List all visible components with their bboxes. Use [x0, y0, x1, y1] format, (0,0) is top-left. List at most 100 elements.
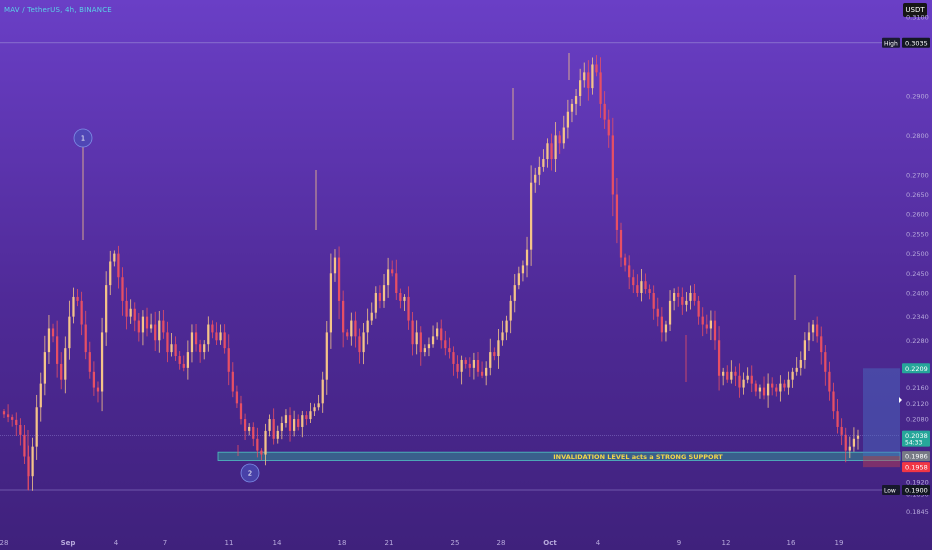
candle-body [844, 434, 847, 451]
candle-body [811, 324, 815, 333]
candle-body [194, 332, 198, 345]
invalidation-label: INVALIDATION LEVEL acts a STRONG SUPPORT [553, 453, 723, 461]
candle-body [88, 352, 91, 372]
candle-body [47, 328, 51, 353]
candle-body [717, 340, 721, 376]
currency-button[interactable]: USDT [903, 3, 927, 17]
candle-body [852, 438, 856, 447]
candle-body [611, 135, 614, 195]
candle-body [284, 415, 288, 424]
candle-body [415, 332, 418, 345]
candle-body [427, 344, 431, 349]
candle-body [436, 328, 439, 337]
candle-body [529, 182, 533, 250]
candle-body [591, 64, 594, 89]
candle-body [313, 407, 316, 412]
candle-body [448, 348, 451, 353]
price-tag-value: 0.1986 [905, 453, 928, 461]
candle-body [386, 269, 390, 286]
candle-body [297, 419, 300, 427]
y-tick-label: 0.2450 [906, 270, 929, 278]
x-tick-label: 4 [596, 539, 601, 547]
candle-body [215, 332, 218, 341]
wave-marker-1[interactable] [73, 128, 93, 148]
stop-zone[interactable] [863, 456, 900, 468]
candle-body [648, 289, 651, 293]
y-tick-label: 0.2500 [906, 250, 929, 258]
candle-body [109, 261, 112, 286]
candle-body [562, 127, 565, 144]
candle-body [256, 438, 259, 451]
candle-body [15, 419, 18, 425]
candle-body [558, 135, 561, 144]
candle-body [787, 379, 790, 388]
price-tag-countdown: 54:33 [905, 440, 922, 447]
candle-body [239, 403, 243, 420]
candle-body [68, 316, 71, 349]
candle-body [685, 300, 688, 305]
x-tick-label: 9 [677, 539, 681, 547]
x-tick-label: 19 [835, 539, 844, 547]
candle-body [268, 419, 271, 431]
x-tick-label: 11 [225, 539, 234, 547]
candle-body [460, 359, 463, 372]
candle-body [207, 324, 210, 345]
candle-body [709, 320, 713, 329]
candle-body [391, 269, 394, 274]
candle-body [632, 277, 635, 286]
candle-body [31, 446, 34, 477]
candle-body [317, 403, 320, 408]
candle-body [35, 407, 38, 447]
candle-body [342, 300, 345, 333]
candle-body [133, 308, 136, 321]
candle-body [39, 383, 42, 408]
candle-body [252, 426, 255, 439]
y-tick-label: 0.2400 [906, 290, 929, 298]
candle-body [19, 424, 22, 435]
price-tag-caption-bg [882, 485, 900, 495]
candle-body [652, 293, 655, 309]
candle-body [762, 387, 766, 396]
y-tick-label: 0.2900 [906, 93, 929, 101]
price-tag-caption-bg [882, 37, 900, 48]
candle-body [11, 417, 14, 420]
candle-body [72, 296, 75, 317]
candle-body [766, 383, 770, 396]
candle-body [403, 296, 406, 301]
candle-body [305, 415, 308, 420]
candle-body [554, 135, 557, 160]
candle-body [276, 430, 279, 439]
candle-body [149, 324, 153, 329]
candle-body [783, 383, 786, 388]
candle-body [117, 253, 120, 278]
candle-body [452, 352, 455, 364]
candle-body [158, 320, 161, 341]
candle-body [489, 352, 492, 368]
candle-body [628, 265, 631, 278]
candle-body [521, 265, 525, 274]
candle-body [603, 103, 606, 120]
candle-body [243, 419, 247, 431]
target-zone[interactable] [863, 368, 900, 457]
candle-body [468, 363, 471, 368]
wave-marker-2[interactable] [240, 463, 260, 483]
candle-body [738, 375, 741, 388]
price-tag-value: 0.1958 [905, 464, 928, 472]
candle-body [673, 293, 676, 301]
candle-body [105, 285, 108, 333]
candle-body [803, 340, 807, 360]
candle-body [832, 391, 835, 412]
x-tick-label: Oct [543, 539, 557, 547]
y-tick-label: 0.2800 [906, 132, 929, 140]
candle-body [726, 371, 729, 380]
candle-body [423, 348, 426, 353]
symbol-title: MAV / TetherUS, 4h, BINANCE [4, 6, 112, 14]
invalidation-zone[interactable] [217, 451, 901, 461]
candle-body [113, 253, 116, 262]
candle-body [623, 257, 627, 266]
x-tick-label: 14 [273, 539, 282, 547]
candle-body [6, 414, 10, 418]
candle-body [51, 328, 55, 337]
